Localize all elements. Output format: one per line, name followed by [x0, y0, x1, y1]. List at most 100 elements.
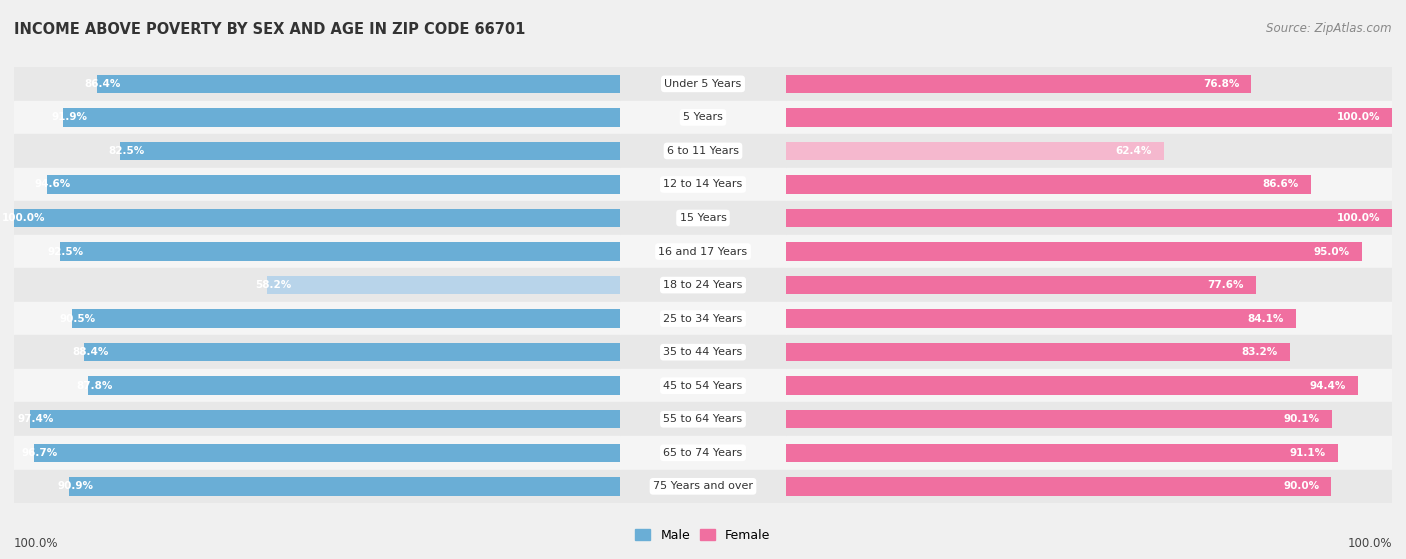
Bar	[72, 310, 620, 328]
Text: 97.4%: 97.4%	[18, 414, 53, 424]
Bar	[14, 436, 620, 470]
Bar	[89, 377, 620, 395]
Bar	[620, 369, 786, 402]
Legend: Male, Female: Male, Female	[630, 524, 776, 547]
Bar	[14, 101, 620, 134]
Text: 6 to 11 Years: 6 to 11 Years	[666, 146, 740, 156]
Text: 100.0%: 100.0%	[1347, 537, 1392, 549]
Bar	[786, 243, 1361, 260]
Bar	[14, 268, 620, 302]
Bar	[14, 302, 620, 335]
Text: 90.9%: 90.9%	[58, 481, 93, 491]
Text: 25 to 34 Years: 25 to 34 Years	[664, 314, 742, 324]
Text: 75 Years and over: 75 Years and over	[652, 481, 754, 491]
Text: INCOME ABOVE POVERTY BY SEX AND AGE IN ZIP CODE 66701: INCOME ABOVE POVERTY BY SEX AND AGE IN Z…	[14, 22, 526, 37]
Text: 100.0%: 100.0%	[1336, 213, 1379, 223]
Text: 100.0%: 100.0%	[1336, 112, 1379, 122]
Bar	[620, 235, 786, 268]
Bar	[620, 470, 786, 503]
Text: Under 5 Years: Under 5 Years	[665, 79, 741, 89]
Text: 58.2%: 58.2%	[256, 280, 291, 290]
Text: 65 to 74 Years: 65 to 74 Years	[664, 448, 742, 458]
Text: 86.6%: 86.6%	[1263, 179, 1299, 190]
Bar	[14, 402, 620, 436]
Bar	[14, 168, 620, 201]
Bar	[120, 142, 620, 160]
Text: 55 to 64 Years: 55 to 64 Years	[664, 414, 742, 424]
Bar	[786, 209, 1392, 227]
Bar	[14, 470, 620, 503]
Bar	[620, 168, 786, 201]
Text: 15 Years: 15 Years	[679, 213, 727, 223]
Bar	[786, 142, 1164, 160]
Bar	[786, 436, 1392, 470]
Bar	[786, 201, 1392, 235]
Bar	[786, 175, 1310, 193]
Text: 96.7%: 96.7%	[22, 448, 58, 458]
Text: 83.2%: 83.2%	[1241, 347, 1278, 357]
Bar	[34, 444, 620, 462]
Bar	[786, 343, 1291, 361]
Bar	[620, 101, 786, 134]
Text: 91.9%: 91.9%	[51, 112, 87, 122]
Text: 77.6%: 77.6%	[1208, 280, 1244, 290]
Text: 86.4%: 86.4%	[84, 79, 121, 89]
Bar	[786, 377, 1358, 395]
Bar	[786, 470, 1392, 503]
Text: 45 to 54 Years: 45 to 54 Years	[664, 381, 742, 391]
Text: 76.8%: 76.8%	[1202, 79, 1239, 89]
Text: 16 and 17 Years: 16 and 17 Years	[658, 247, 748, 257]
Bar	[786, 302, 1392, 335]
Bar	[620, 335, 786, 369]
Bar	[620, 201, 786, 235]
Bar	[14, 369, 620, 402]
Text: 62.4%: 62.4%	[1115, 146, 1152, 156]
Bar	[786, 67, 1392, 101]
Bar	[59, 243, 620, 260]
Bar	[267, 276, 620, 294]
Bar	[30, 410, 620, 428]
Bar	[620, 402, 786, 436]
Bar	[14, 209, 620, 227]
Bar	[786, 444, 1339, 462]
Text: Source: ZipAtlas.com: Source: ZipAtlas.com	[1267, 22, 1392, 35]
Text: 90.0%: 90.0%	[1284, 481, 1319, 491]
Text: 88.4%: 88.4%	[72, 347, 108, 357]
Bar	[14, 235, 620, 268]
Bar	[786, 101, 1392, 134]
Bar	[786, 134, 1392, 168]
Bar	[786, 268, 1392, 302]
Text: 94.4%: 94.4%	[1309, 381, 1346, 391]
Text: 35 to 44 Years: 35 to 44 Years	[664, 347, 742, 357]
Bar	[786, 477, 1331, 496]
Bar	[786, 369, 1392, 402]
Text: 87.8%: 87.8%	[76, 381, 112, 391]
Text: 92.5%: 92.5%	[48, 247, 83, 257]
Bar	[620, 67, 786, 101]
Bar	[786, 235, 1392, 268]
Text: 90.1%: 90.1%	[1284, 414, 1320, 424]
Text: 82.5%: 82.5%	[108, 146, 145, 156]
Text: 94.6%: 94.6%	[35, 179, 70, 190]
Text: 95.0%: 95.0%	[1313, 247, 1350, 257]
Text: 5 Years: 5 Years	[683, 112, 723, 122]
Bar	[620, 302, 786, 335]
Bar	[786, 168, 1392, 201]
Text: 84.1%: 84.1%	[1247, 314, 1284, 324]
Bar	[786, 335, 1392, 369]
Bar	[620, 436, 786, 470]
Bar	[14, 335, 620, 369]
Bar	[786, 74, 1251, 93]
Bar	[69, 477, 620, 496]
Bar	[786, 108, 1392, 126]
Bar	[84, 343, 620, 361]
Bar	[14, 67, 620, 101]
Text: 12 to 14 Years: 12 to 14 Years	[664, 179, 742, 190]
Text: 91.1%: 91.1%	[1289, 448, 1326, 458]
Bar	[46, 175, 620, 193]
Bar	[786, 410, 1331, 428]
Bar	[620, 268, 786, 302]
Bar	[786, 310, 1295, 328]
Bar	[63, 108, 620, 126]
Text: 18 to 24 Years: 18 to 24 Years	[664, 280, 742, 290]
